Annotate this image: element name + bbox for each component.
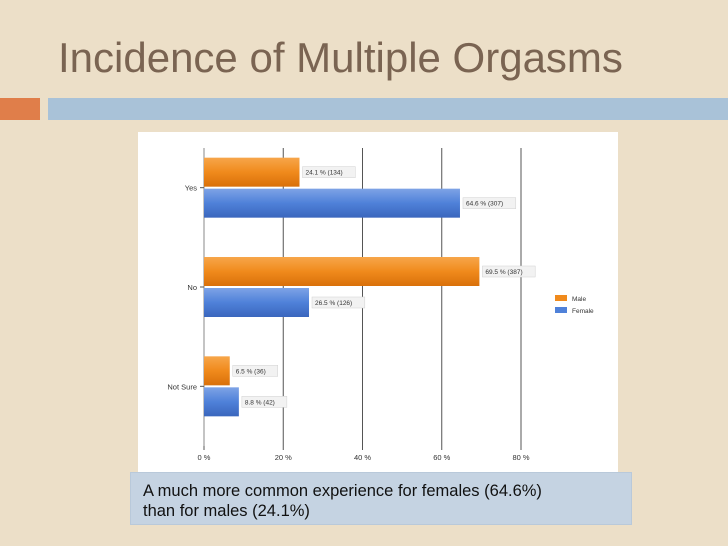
caption-line-2: than for males (24.1%) bbox=[143, 502, 310, 520]
bar-female bbox=[204, 188, 460, 218]
data-label-box bbox=[482, 265, 536, 278]
x-tick-label: 40 % bbox=[354, 453, 371, 462]
x-tick-label: 80 % bbox=[512, 453, 529, 462]
category-label: Not Sure bbox=[167, 382, 197, 391]
bar-chart: 0 % 20 % 40 % 60 % 80 % Yes 24.1 % (134) 64.6 %… bbox=[167, 148, 594, 462]
title-rule-bar bbox=[48, 98, 728, 120]
data-label: 69.5 % (387) bbox=[485, 269, 522, 276]
legend-swatch-male bbox=[555, 295, 567, 301]
data-label-box bbox=[232, 365, 279, 377]
data-label: 64.6 % (307) bbox=[466, 201, 503, 208]
title-rule-accent bbox=[0, 98, 40, 120]
legend-label-male: Male bbox=[572, 296, 586, 303]
data-label: 6.5 % (36) bbox=[236, 368, 266, 375]
data-label-box bbox=[241, 396, 288, 408]
x-tick-label: 60 % bbox=[433, 453, 450, 462]
slide-title: Incidence of Multiple Orgasms bbox=[58, 34, 623, 81]
bar-male bbox=[204, 157, 300, 187]
data-label-box bbox=[311, 296, 366, 309]
x-tick-label: 0 % bbox=[198, 453, 211, 462]
caption-box: A much more common experience for female… bbox=[130, 472, 632, 525]
legend-label-female: Female bbox=[572, 308, 594, 315]
data-label-box bbox=[302, 166, 356, 178]
bar-male bbox=[204, 356, 230, 386]
legend-swatch-female bbox=[555, 307, 567, 313]
bar-female bbox=[204, 288, 310, 317]
category-label: Yes bbox=[185, 184, 197, 193]
caption-line-1: A much more common experience for female… bbox=[143, 482, 542, 500]
data-label: 26.5 % (126) bbox=[315, 300, 352, 307]
bar-female bbox=[204, 387, 239, 417]
data-label: 8.8 % (42) bbox=[245, 399, 275, 406]
data-label: 24.1 % (134) bbox=[305, 170, 342, 177]
bar-male bbox=[204, 257, 480, 286]
chart-panel: 0 % 20 % 40 % 60 % 80 % Yes 24.1 % (134) 64.6 %… bbox=[138, 132, 618, 472]
category-label: No bbox=[187, 283, 197, 292]
data-label-box bbox=[462, 197, 517, 209]
x-tick-label: 20 % bbox=[275, 453, 292, 462]
